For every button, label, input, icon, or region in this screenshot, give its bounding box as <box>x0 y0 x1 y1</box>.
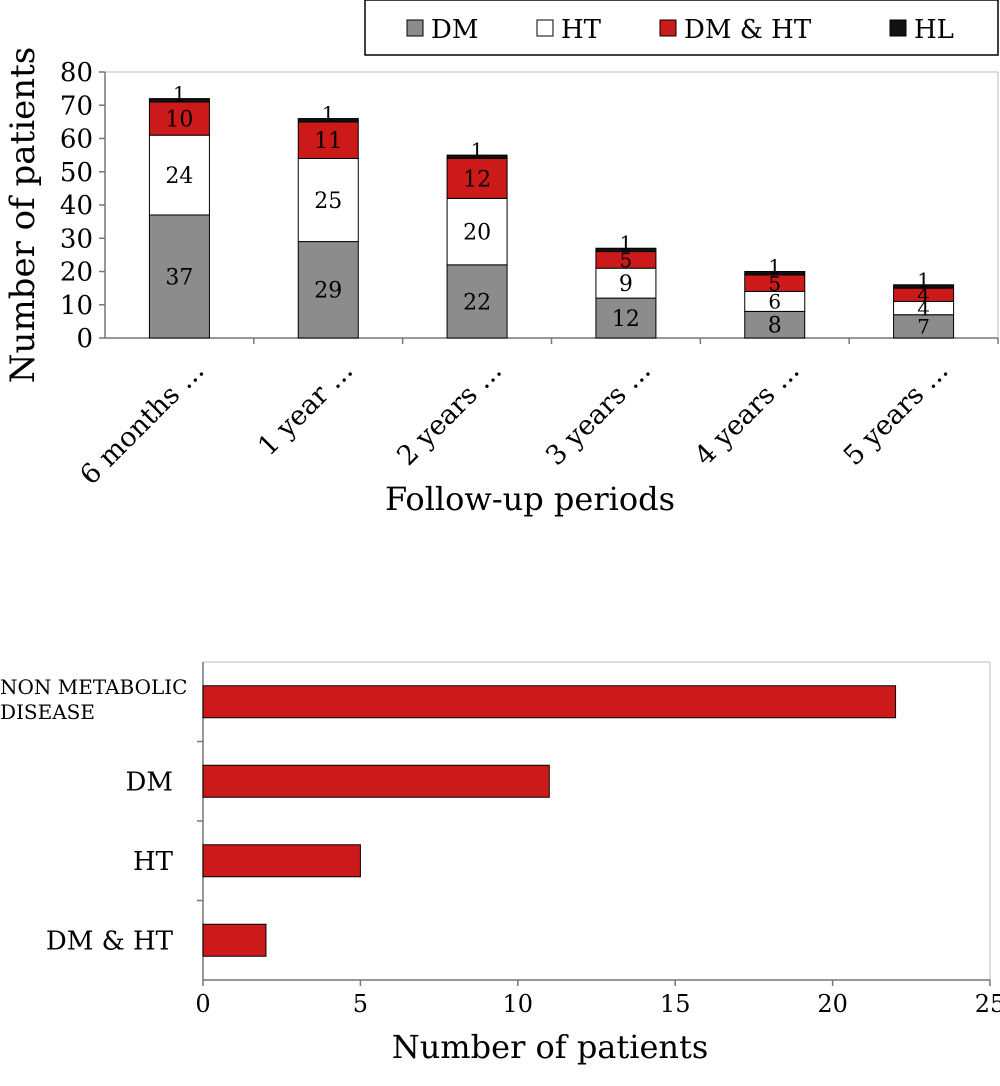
x-tick-label: 5 years ... <box>838 355 955 472</box>
x-axis-label: Follow-up periods <box>385 480 675 518</box>
y-category-label: NON METABOLIC <box>0 675 187 699</box>
y-tick-label: 0 <box>76 324 93 354</box>
legend-swatch <box>536 19 554 37</box>
legend-swatch <box>889 19 907 37</box>
bar <box>202 764 550 798</box>
y-tick-label: 40 <box>60 191 93 221</box>
bar <box>202 685 897 719</box>
data-label: 25 <box>314 189 342 214</box>
x-tick-label: 10 <box>503 990 534 1018</box>
data-label: 20 <box>463 221 491 246</box>
x-axis-ticks: 6 months ... 1 year ... 2 years ... 3 years… <box>74 338 999 491</box>
bar-segment <box>148 134 210 216</box>
legend-swatch <box>406 19 424 37</box>
bar-segment <box>297 121 359 159</box>
x-tick-label: 6 months ... <box>74 355 210 491</box>
y-category-label: DM & HT <box>46 926 174 956</box>
data-label: 1 <box>620 231 633 255</box>
y-tick-label: 20 <box>60 258 93 288</box>
x-tick-label: 2 years ... <box>391 355 508 472</box>
data-label: 1 <box>917 268 930 292</box>
data-label: 22 <box>463 290 491 315</box>
bar-segment <box>148 101 210 136</box>
data-label: 5 <box>620 248 633 272</box>
legend-label: DM & HT <box>684 15 812 45</box>
x-tick-label: 15 <box>660 990 691 1018</box>
data-label: 8 <box>768 314 782 339</box>
x-tick-label: 25 <box>975 990 1000 1018</box>
y-category-label: DM <box>126 767 173 797</box>
data-label: 11 <box>314 129 342 154</box>
legend-label: HT <box>561 15 602 45</box>
data-label: 1 <box>173 82 186 106</box>
y-tick-label: 50 <box>60 158 93 188</box>
bar-segment <box>744 271 806 276</box>
y-axis-label: Number of patients <box>3 47 43 383</box>
bar-segment <box>446 157 508 199</box>
y-tick-label: 30 <box>60 224 93 254</box>
legend-label: DM <box>431 15 478 45</box>
data-label: 1 <box>471 138 484 162</box>
bar-segment <box>446 197 508 266</box>
bar-segment <box>148 98 210 103</box>
data-label: 1 <box>768 255 781 279</box>
x-tick-label: 4 years ... <box>689 355 806 472</box>
data-label: 12 <box>463 167 491 192</box>
data-label: 4 <box>917 296 930 320</box>
bar-segment <box>297 118 359 123</box>
data-label: 5 <box>768 271 781 295</box>
x-axis-label: Number of patients <box>392 1028 709 1066</box>
x-axis-ticks: 0 5 10 15 20 25 <box>195 980 1000 1018</box>
bar-segment <box>148 214 210 339</box>
data-label: 10 <box>165 107 193 132</box>
bar-segment <box>297 241 359 339</box>
bar-segment <box>595 247 657 253</box>
plot-frame <box>104 71 999 339</box>
x-tick-label: 5 <box>353 990 368 1018</box>
x-tick-label: 3 years ... <box>540 355 657 472</box>
y-tick-label: 80 <box>60 58 93 88</box>
data-label: 12 <box>612 307 640 332</box>
bar <box>202 923 267 957</box>
data-label: 37 <box>165 265 193 290</box>
legend-label: HL <box>914 15 954 45</box>
bar-segment <box>446 154 508 159</box>
bar-segment <box>297 157 359 243</box>
bar-segment <box>893 284 955 289</box>
data-label: 6 <box>768 290 781 314</box>
data-label: 29 <box>314 279 342 304</box>
bars <box>202 685 897 957</box>
bar-segment <box>595 267 657 299</box>
data-label: 1 <box>322 102 335 126</box>
data-label: 4 <box>917 283 930 307</box>
x-tick-label: 20 <box>817 990 848 1018</box>
bar <box>202 844 361 878</box>
y-category-label: HT <box>133 847 174 877</box>
bar-segment <box>744 310 806 339</box>
y-tick-label: 10 <box>60 291 93 321</box>
x-tick-label: 1 year ... <box>252 355 359 462</box>
y-category-label: DISEASE <box>0 700 95 724</box>
legend: DM HT DM & HT HL <box>364 0 999 56</box>
data-label: 9 <box>619 272 633 297</box>
legend-swatch <box>659 19 677 37</box>
data-label: 24 <box>165 164 193 189</box>
bar-segment <box>446 264 508 339</box>
data-label: 7 <box>917 315 930 339</box>
y-tick-label: 70 <box>60 91 93 121</box>
y-tick-label: 60 <box>60 125 93 155</box>
x-tick-label: 0 <box>195 990 210 1018</box>
